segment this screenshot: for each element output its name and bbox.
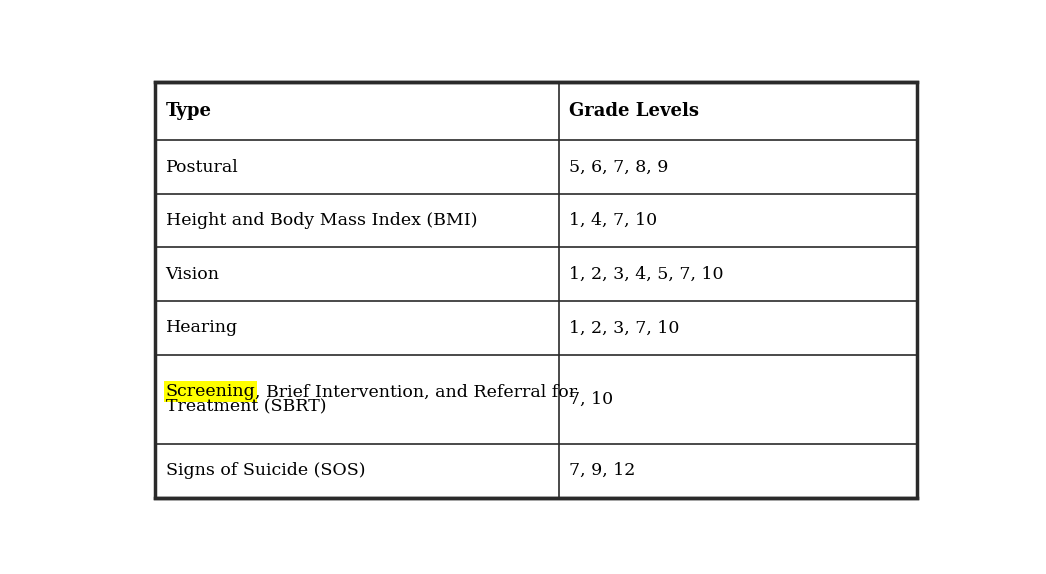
Text: 7, 10: 7, 10	[569, 391, 614, 408]
Text: Screening: Screening	[165, 383, 255, 400]
Text: Height and Body Mass Index (BMI): Height and Body Mass Index (BMI)	[165, 212, 477, 229]
Text: Treatment (SBRT): Treatment (SBRT)	[165, 398, 326, 415]
Text: 7, 9, 12: 7, 9, 12	[569, 462, 636, 479]
Text: Signs of Suicide (SOS): Signs of Suicide (SOS)	[165, 462, 365, 479]
Text: , Brief Intervention, and Referral for: , Brief Intervention, and Referral for	[255, 383, 577, 400]
Text: 1, 4, 7, 10: 1, 4, 7, 10	[569, 212, 658, 229]
Text: Hearing: Hearing	[165, 319, 237, 336]
Text: Postural: Postural	[165, 158, 238, 176]
Text: Grade Levels: Grade Levels	[569, 102, 700, 120]
Text: Type: Type	[165, 102, 211, 120]
Text: 1, 2, 3, 4, 5, 7, 10: 1, 2, 3, 4, 5, 7, 10	[569, 266, 724, 283]
Text: 1, 2, 3, 7, 10: 1, 2, 3, 7, 10	[569, 319, 680, 336]
Text: Vision: Vision	[165, 266, 220, 283]
Text: 5, 6, 7, 8, 9: 5, 6, 7, 8, 9	[569, 158, 668, 176]
